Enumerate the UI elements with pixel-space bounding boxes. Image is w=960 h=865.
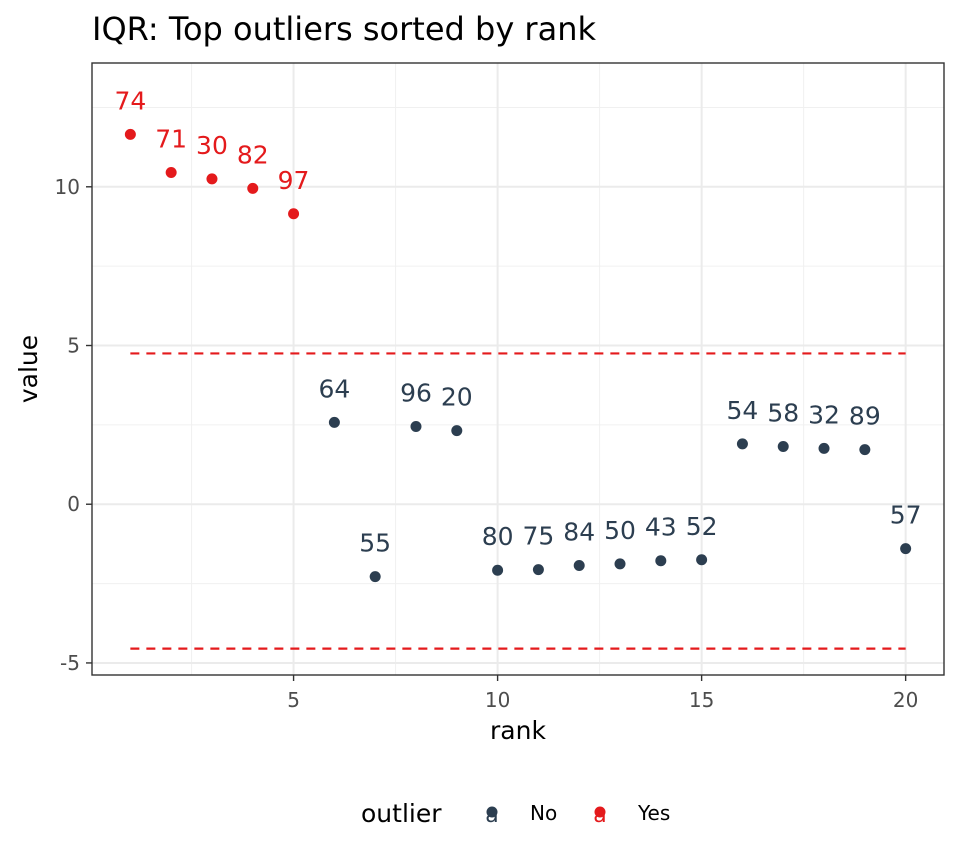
- y-axis: -5 0 5 10: [55, 175, 92, 675]
- point: [369, 571, 381, 583]
- point-label: 64: [318, 374, 350, 403]
- point: [859, 444, 871, 456]
- point: [247, 182, 259, 194]
- point: [206, 173, 218, 185]
- point-label: 20: [441, 383, 473, 412]
- point: [818, 442, 830, 454]
- point-label: 97: [278, 166, 310, 195]
- x-tick-label: 15: [689, 688, 714, 712]
- point: [288, 208, 300, 220]
- grid: [92, 63, 944, 675]
- x-axis-title: rank: [490, 716, 546, 745]
- legend-label-yes: Yes: [637, 801, 670, 825]
- x-tick-label: 10: [485, 688, 510, 712]
- threshold-lines: [130, 352, 906, 650]
- point-label: 57: [890, 501, 922, 530]
- plot-panel: [92, 63, 944, 675]
- point: [696, 554, 708, 566]
- legend-key-glyph-yes: a: [593, 803, 606, 828]
- x-tick-label: 5: [287, 688, 300, 712]
- point: [124, 128, 136, 140]
- point-label: 58: [767, 398, 799, 427]
- point-label: 52: [686, 512, 718, 541]
- point-label: 82: [237, 140, 269, 169]
- point-label: 96: [400, 378, 432, 407]
- y-tick-label: 0: [67, 492, 80, 516]
- point-label: 30: [196, 131, 228, 160]
- x-tick-label: 20: [893, 688, 918, 712]
- point: [614, 558, 626, 570]
- y-tick-label: 5: [67, 334, 80, 358]
- x-axis: 5 10 15 20: [287, 675, 918, 712]
- point: [900, 543, 912, 555]
- point: [777, 440, 789, 452]
- point-label: 32: [808, 400, 840, 429]
- point: [410, 420, 422, 432]
- y-axis-title: value: [14, 335, 43, 403]
- legend-key-yes: [594, 806, 606, 818]
- chart-title: IQR: Top outliers sorted by rank: [92, 10, 596, 48]
- point-label: 54: [727, 396, 759, 425]
- point: [736, 438, 748, 450]
- point: [328, 416, 340, 428]
- point-label: 55: [359, 529, 391, 558]
- point-label: 75: [522, 522, 554, 551]
- y-tick-label: -5: [60, 651, 80, 675]
- point-labels: 74 71 30 82 97 64 55 96 20 80 75 84 50 43 52 54 58 32 89 57: [114, 86, 921, 557]
- point: [573, 559, 585, 571]
- point: [165, 167, 177, 179]
- point-label: 43: [645, 513, 677, 542]
- legend-key-glyph-no: a: [485, 803, 498, 828]
- points: [124, 128, 912, 583]
- point: [451, 425, 463, 437]
- point: [655, 555, 667, 567]
- legend-label-no: No: [530, 801, 557, 825]
- legend-key-no: [486, 806, 498, 818]
- legend-items: a No a Yes: [485, 801, 670, 828]
- legend-title: outlier: [361, 799, 442, 828]
- point: [532, 564, 544, 576]
- point-label: 89: [849, 402, 881, 431]
- y-tick-label: 10: [55, 175, 80, 199]
- point: [492, 564, 504, 576]
- legend: outlier a No a Yes: [361, 799, 670, 828]
- point-label: 84: [563, 517, 595, 546]
- point-label: 80: [482, 522, 514, 551]
- plot-panel-border: [91, 62, 945, 676]
- point-label: 74: [114, 86, 146, 115]
- point-label: 50: [604, 516, 636, 545]
- point-label: 71: [155, 125, 187, 154]
